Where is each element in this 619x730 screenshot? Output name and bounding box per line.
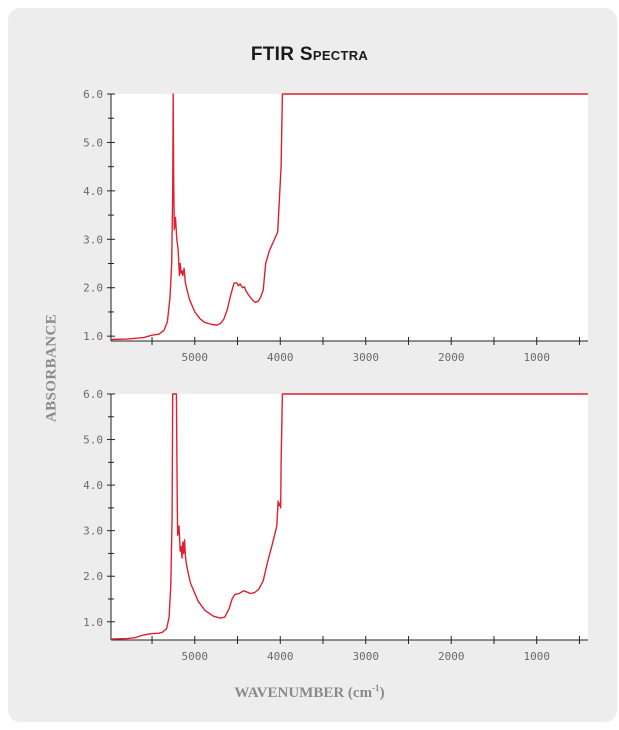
y-tick-label: 2.0 (83, 570, 103, 583)
x-tick-label: 3000 (352, 650, 379, 663)
y-tick-label: 3.0 (83, 525, 103, 538)
y-tick-label: 3.0 (83, 233, 103, 246)
x-tick-label: 1000 (523, 351, 550, 364)
x-axis-label: WAVENUMBER (cm-1) (0, 683, 619, 702)
series-line (110, 393, 588, 640)
x-tick-label: 5000 (182, 351, 209, 364)
x-axis-label-end: ) (379, 685, 385, 701)
plot-area (111, 394, 588, 640)
x-tick-label: 4000 (267, 351, 294, 364)
x-tick-label: 3000 (352, 351, 379, 364)
title-caps: Spectra (299, 44, 369, 65)
y-tick-label: 1.0 (83, 616, 103, 629)
x-tick-label: 2000 (438, 351, 465, 364)
x-tick-label: 5000 (182, 650, 209, 663)
y-tick-label: 6.0 (83, 88, 103, 101)
chart-title: FTIR Spectra (0, 44, 619, 66)
x-tick-label: 2000 (438, 650, 465, 663)
plot-area (111, 94, 588, 341)
x-axis-label-main: WAVENUMBER (cm (234, 685, 373, 701)
y-tick-label: 2.0 (83, 282, 103, 295)
series-line (110, 93, 588, 341)
x-tick-label: 4000 (267, 650, 294, 663)
y-tick-label: 5.0 (83, 434, 103, 447)
y-tick-label: 5.0 (83, 136, 103, 149)
x-tick-label: 1000 (523, 650, 550, 663)
y-tick-label: 6.0 (83, 388, 103, 401)
y-tick-label: 4.0 (83, 479, 103, 492)
x-axis-label-sup: -1 (372, 683, 380, 693)
title-main: FTIR (250, 44, 295, 65)
y-tick-label: 4.0 (83, 185, 103, 198)
y-tick-label: 1.0 (83, 330, 103, 343)
chart-1: 1.0 2.0 3.0 4.0 5.0 6.0 5000 4000 3000 2000 1000 (83, 88, 588, 364)
chart-2: 1.0 2.0 3.0 4.0 5.0 6.0 5000 4000 3000 2000 1000 (83, 388, 588, 663)
